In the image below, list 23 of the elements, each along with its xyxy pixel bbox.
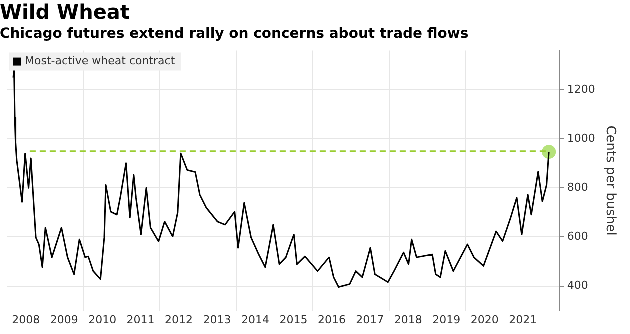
x-tick-label: 2014: [241, 313, 270, 326]
x-tick-label: 2021: [509, 313, 538, 326]
legend-label: Most-active wheat contract: [25, 54, 176, 68]
x-tick-label: 2011: [126, 313, 155, 326]
y-tick-label: 400: [567, 279, 588, 292]
y-tick-label: 800: [567, 181, 588, 194]
x-tick-label: 2020: [470, 313, 499, 326]
x-tick-label: 2019: [432, 313, 461, 326]
y-tick-label: 600: [567, 230, 588, 244]
x-tick-label: 2008: [12, 313, 40, 326]
x-tick-label: 2017: [356, 313, 384, 326]
x-tick-label: 2018: [394, 313, 422, 326]
y-axis-title: Cents per bushel: [602, 126, 618, 236]
x-tick-label: 2009: [50, 313, 78, 326]
x-tick-label: 2016: [318, 313, 346, 326]
chart-subtitle: Chicago futures extend rally on concerns about trade flows: [0, 26, 469, 42]
chart-title: Wild Wheat: [0, 0, 130, 24]
x-tick-label: 2010: [88, 313, 117, 326]
y-tick-label: 1000: [567, 132, 596, 145]
x-tick-label: 2012: [165, 313, 194, 326]
y-tick-label: 1200: [567, 82, 596, 96]
x-tick-label: 2013: [203, 313, 232, 326]
x-tick-label: 2015: [280, 313, 308, 326]
